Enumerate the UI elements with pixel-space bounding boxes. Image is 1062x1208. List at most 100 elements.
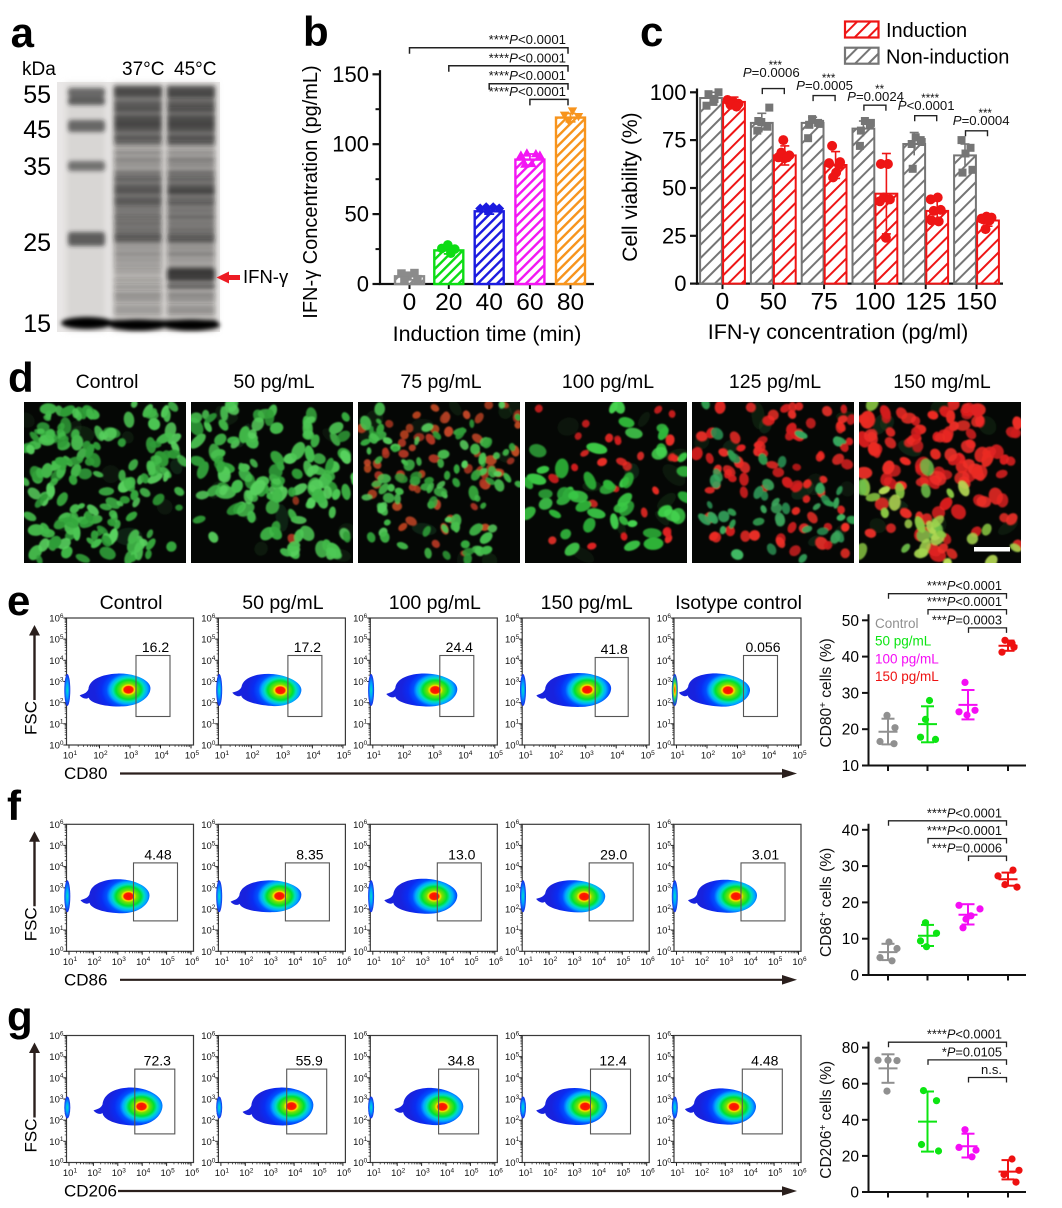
- svg-text:e: e: [7, 577, 30, 624]
- svg-text:103: 103: [657, 676, 672, 688]
- svg-text:20: 20: [842, 1148, 860, 1165]
- svg-text:105: 105: [353, 1052, 368, 1064]
- svg-text:f: f: [7, 782, 22, 829]
- svg-text:55.9: 55.9: [296, 1053, 323, 1069]
- svg-text:Control: Control: [875, 616, 919, 631]
- svg-text:103: 103: [264, 1167, 279, 1179]
- svg-text:Induction time (min): Induction time (min): [393, 322, 582, 346]
- svg-text:102: 102: [93, 750, 108, 762]
- svg-text:101: 101: [49, 719, 64, 731]
- svg-text:106: 106: [337, 956, 352, 968]
- svg-text:101: 101: [519, 956, 534, 968]
- svg-text:****P<0.0001: ****P<0.0001: [927, 823, 1002, 838]
- svg-text:106: 106: [489, 1167, 504, 1179]
- svg-text:104: 104: [154, 750, 169, 762]
- svg-text:Induction: Induction: [886, 20, 967, 42]
- svg-text:4.48: 4.48: [751, 1053, 778, 1069]
- svg-text:105: 105: [353, 634, 368, 646]
- svg-text:75: 75: [662, 128, 686, 153]
- svg-text:103: 103: [201, 676, 216, 688]
- svg-text:125 pg/mL: 125 pg/mL: [729, 371, 821, 393]
- svg-text:3.01: 3.01: [752, 846, 779, 862]
- svg-text:102: 102: [657, 904, 672, 916]
- svg-text:0.056: 0.056: [745, 639, 780, 655]
- svg-text:105: 105: [312, 956, 327, 968]
- svg-text:24.4: 24.4: [446, 639, 473, 655]
- svg-text:104: 104: [744, 956, 759, 968]
- svg-text:103: 103: [415, 1167, 430, 1179]
- svg-text:102: 102: [543, 1167, 558, 1179]
- svg-text:50 pg/mL: 50 pg/mL: [875, 634, 932, 649]
- svg-text:100: 100: [505, 1157, 520, 1169]
- svg-text:102: 102: [245, 750, 260, 762]
- svg-text:50: 50: [842, 613, 860, 630]
- svg-text:105: 105: [657, 1052, 672, 1064]
- svg-text:Non-induction: Non-induction: [886, 46, 1009, 68]
- svg-text:150: 150: [332, 62, 369, 87]
- svg-text:101: 101: [201, 719, 216, 731]
- svg-text:101: 101: [519, 1167, 534, 1179]
- svg-text:50: 50: [760, 289, 787, 316]
- svg-text:103: 103: [112, 956, 127, 968]
- svg-text:104: 104: [353, 1073, 368, 1085]
- svg-text:104: 104: [288, 1167, 303, 1179]
- svg-text:105: 105: [337, 750, 352, 762]
- svg-text:105: 105: [464, 1167, 479, 1179]
- svg-text:101: 101: [367, 750, 382, 762]
- svg-text:105: 105: [49, 1052, 64, 1064]
- svg-text:0: 0: [403, 289, 417, 316]
- svg-text:103: 103: [353, 1094, 368, 1106]
- svg-text:80: 80: [557, 289, 584, 316]
- svg-text:106: 106: [657, 819, 672, 831]
- svg-text:106: 106: [657, 1030, 672, 1042]
- svg-text:60: 60: [842, 1076, 860, 1093]
- svg-text:103: 103: [505, 676, 520, 688]
- svg-text:104: 104: [505, 1073, 520, 1085]
- svg-text:***: ***: [822, 73, 836, 85]
- svg-text:80: 80: [842, 1040, 860, 1057]
- svg-text:40: 40: [476, 289, 503, 316]
- svg-text:50: 50: [662, 176, 686, 201]
- svg-text:106: 106: [353, 819, 368, 831]
- svg-text:40: 40: [842, 649, 860, 666]
- svg-text:103: 103: [49, 676, 64, 688]
- svg-text:105: 105: [49, 840, 64, 852]
- svg-text:a: a: [11, 9, 35, 56]
- svg-text:106: 106: [489, 956, 504, 968]
- svg-text:104: 104: [657, 862, 672, 874]
- svg-text:100: 100: [505, 740, 520, 752]
- svg-text:106: 106: [641, 956, 656, 968]
- svg-text:105: 105: [464, 956, 479, 968]
- svg-text:101: 101: [49, 925, 64, 937]
- svg-text:101: 101: [367, 956, 382, 968]
- svg-text:102: 102: [87, 1167, 102, 1179]
- svg-text:8.35: 8.35: [296, 846, 323, 862]
- svg-text:100: 100: [657, 1157, 672, 1169]
- svg-text:0: 0: [850, 968, 859, 985]
- svg-text:101: 101: [657, 925, 672, 937]
- svg-text:100: 100: [854, 289, 895, 316]
- svg-text:104: 104: [744, 1167, 759, 1179]
- svg-text:20: 20: [435, 289, 462, 316]
- svg-text:102: 102: [353, 1115, 368, 1127]
- svg-text:102: 102: [543, 956, 558, 968]
- svg-text:10: 10: [842, 931, 860, 948]
- svg-text:102: 102: [201, 904, 216, 916]
- svg-text:106: 106: [49, 1030, 64, 1042]
- svg-text:105: 105: [160, 956, 175, 968]
- svg-text:102: 102: [353, 698, 368, 710]
- svg-text:30: 30: [842, 859, 860, 876]
- svg-text:100 pg/mL: 100 pg/mL: [389, 592, 481, 614]
- svg-text:Isotype control: Isotype control: [675, 592, 802, 614]
- svg-text:P=0.0005: P=0.0005: [796, 78, 853, 93]
- svg-text:25: 25: [662, 223, 686, 248]
- svg-text:102: 102: [657, 1115, 672, 1127]
- svg-text:103: 103: [567, 1167, 582, 1179]
- svg-text:104: 104: [610, 750, 625, 762]
- svg-text:101: 101: [505, 719, 520, 731]
- svg-text:kDa: kDa: [22, 59, 56, 80]
- svg-text:103: 103: [719, 956, 734, 968]
- svg-text:CD80+ cells (%): CD80+ cells (%): [818, 638, 835, 747]
- svg-text:100: 100: [201, 740, 216, 752]
- svg-text:45°C: 45°C: [174, 59, 216, 80]
